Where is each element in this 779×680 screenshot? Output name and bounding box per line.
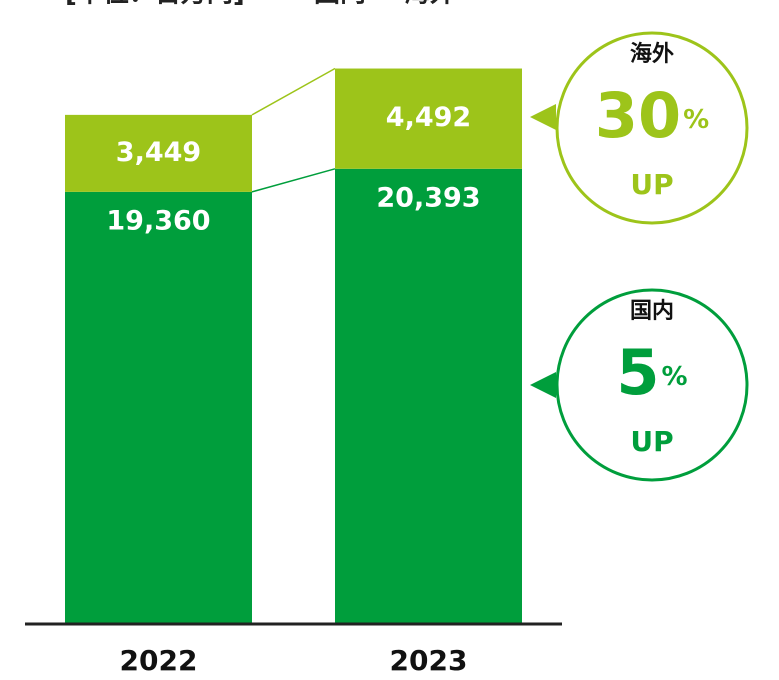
value-label: 4,492 [386,102,471,133]
connector [251,168,336,193]
callout-note: UP [630,425,673,458]
callout-label: 海外 [630,41,674,67]
x-tick-label: 2023 [390,644,468,677]
x-tick-label: 2022 [120,644,198,677]
value-label: 19,360 [106,205,210,236]
connector [251,67,336,116]
callout-circle [555,31,749,225]
callout-value: 5 [616,336,659,409]
legend-label: 国内 [314,0,366,9]
callout-circle [555,288,749,482]
bar-segment [65,191,252,624]
legend-label: 海外 [404,0,456,9]
bar-segment [65,114,252,192]
value-label: 20,393 [376,182,480,213]
callout-note: UP [630,168,673,201]
callout-unit: % [662,362,688,392]
bar-segment [335,68,522,169]
callout-label: 国内 [630,299,674,324]
callout-value: 30 [595,79,681,152]
value-label: 3,449 [116,137,201,168]
callout-pointer [530,104,556,130]
callout-value-line: 30% [595,79,709,152]
unit-note: [単位：百万円] [65,0,245,9]
callout-value-line: 5% [616,336,687,409]
callout-unit: % [683,105,709,135]
callout-pointer [530,372,556,398]
bar-segment [335,168,522,624]
